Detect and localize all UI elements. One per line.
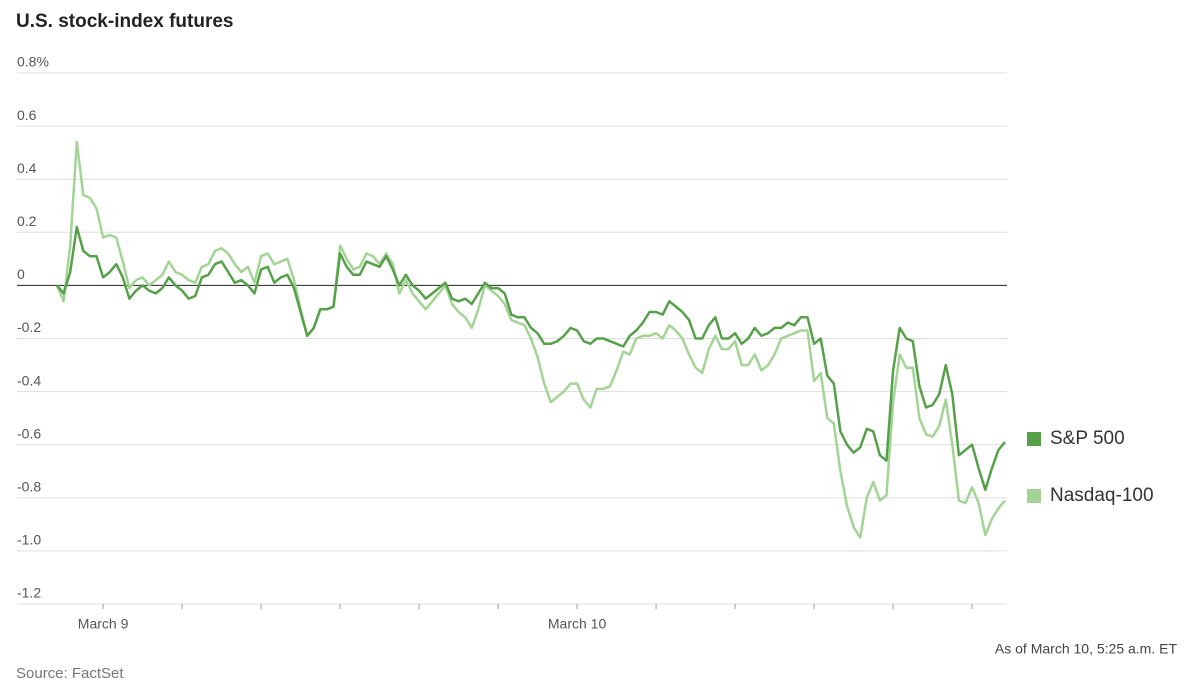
x-tick-label: March 10 xyxy=(548,616,607,632)
y-tick-label: -0.6 xyxy=(17,425,41,441)
legend-swatch xyxy=(1027,432,1041,446)
y-tick-label: 0.2 xyxy=(17,213,37,229)
legend-label: Nasdaq-100 xyxy=(1050,485,1154,506)
y-tick-label: -0.8 xyxy=(17,479,41,495)
series-line xyxy=(56,225,1006,492)
y-tick-label: -0.4 xyxy=(17,372,41,388)
y-tick-label: 0.8% xyxy=(17,54,49,70)
y-tick-label: 0 xyxy=(17,266,25,282)
x-tick-label: March 9 xyxy=(78,616,129,632)
source: Source: FactSet xyxy=(16,665,124,682)
series-line xyxy=(55,140,1006,539)
note: As of March 10, 5:25 a.m. ET xyxy=(995,641,1178,657)
y-tick-label: -0.2 xyxy=(17,319,41,335)
y-tick-label: 0.6 xyxy=(17,107,37,123)
chart-title: U.S. stock-index futures xyxy=(16,11,234,32)
y-tick-label: 0.4 xyxy=(17,160,37,176)
legend-label: S&P 500 xyxy=(1050,428,1125,449)
legend-swatch xyxy=(1027,489,1041,503)
y-tick-label: -1.0 xyxy=(17,532,41,548)
y-tick-label: -1.2 xyxy=(17,585,41,601)
